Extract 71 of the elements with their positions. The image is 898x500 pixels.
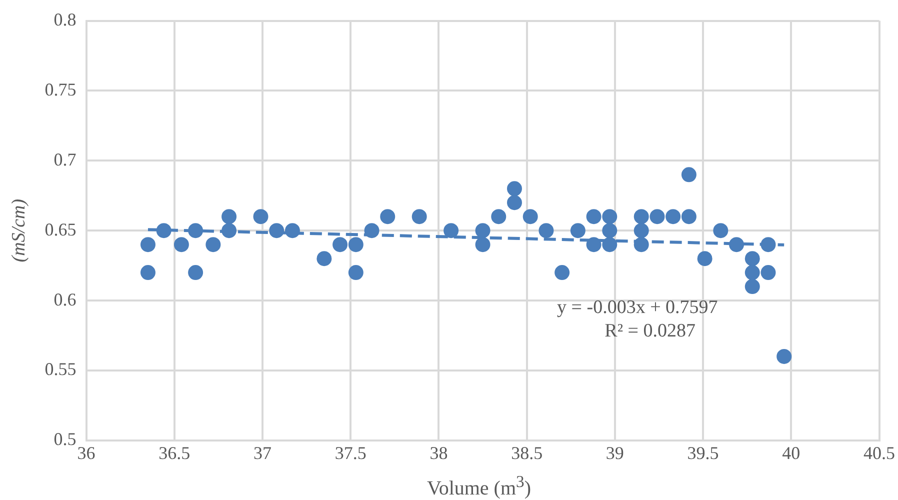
point <box>666 209 681 224</box>
point <box>713 223 728 238</box>
point <box>570 223 586 238</box>
x-axis-title: Volume (m$^{3}$) <box>426 471 532 500</box>
point <box>348 265 364 280</box>
point <box>744 251 760 266</box>
annotation: R² = 0.0287 <box>604 320 696 342</box>
point <box>140 237 156 252</box>
x-tick-label: 36 <box>77 442 96 463</box>
point <box>188 265 204 280</box>
x-tick-label: 40 <box>782 442 800 463</box>
x-tick-label: 37 <box>254 442 272 463</box>
point <box>475 237 490 252</box>
point <box>253 209 268 224</box>
point <box>586 237 602 252</box>
point <box>602 237 618 252</box>
point <box>602 209 618 224</box>
point <box>444 223 459 238</box>
point <box>697 251 712 266</box>
point <box>729 237 744 252</box>
point <box>634 209 649 224</box>
point <box>744 265 760 280</box>
y-tick-label: 0.55 <box>44 359 76 380</box>
point <box>222 209 237 224</box>
y-tick-label: 0.7 <box>54 149 76 170</box>
point <box>586 209 602 224</box>
y-tick-label: 0.8 <box>54 10 76 30</box>
x-tick-label: 37.5 <box>334 442 366 463</box>
point <box>156 223 172 238</box>
point <box>140 265 156 280</box>
point <box>634 237 649 252</box>
x-tick-label: 39 <box>606 442 624 463</box>
point <box>554 265 570 280</box>
point <box>284 223 300 238</box>
point <box>206 237 221 252</box>
point <box>364 223 380 238</box>
point <box>506 181 522 196</box>
y-tick-label: 0.65 <box>44 219 76 240</box>
point <box>634 223 649 238</box>
point <box>222 223 237 238</box>
point <box>316 251 332 266</box>
point <box>269 223 284 238</box>
x-tick-label: 39.5 <box>687 442 719 463</box>
point <box>174 237 189 252</box>
point <box>475 223 490 238</box>
point <box>744 279 760 294</box>
y-axis-title: (mS/cm) <box>8 198 30 262</box>
point <box>380 209 396 224</box>
point <box>760 237 776 252</box>
point <box>760 265 776 280</box>
y-tick-label: 0.6 <box>54 289 76 310</box>
x-tick-label: 36.5 <box>158 442 190 463</box>
y-tick-label: 0.75 <box>44 79 76 100</box>
x-tick-label: 38 <box>430 442 448 463</box>
x-tick-label: 38.5 <box>511 442 543 463</box>
point <box>332 237 348 252</box>
point <box>188 223 204 238</box>
point <box>538 223 554 238</box>
point <box>491 209 506 224</box>
y-tick-label: 0.5 <box>54 429 76 450</box>
point <box>776 348 792 364</box>
point <box>412 209 427 224</box>
point <box>681 167 696 182</box>
annotation: y = -0.003x + 0.7597 <box>557 297 718 318</box>
point <box>348 237 364 252</box>
point <box>650 209 665 224</box>
point <box>681 209 696 224</box>
point <box>506 195 522 210</box>
point <box>522 209 538 224</box>
point <box>602 223 618 238</box>
x-tick-label: 40.5 <box>864 442 895 463</box>
